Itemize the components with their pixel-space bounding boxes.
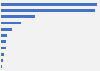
Bar [1, 22, 22, 24]
Bar [1, 3, 97, 6]
Bar [1, 9, 95, 12]
Bar [1, 15, 34, 18]
Bar [1, 47, 6, 49]
Bar [1, 28, 12, 31]
Bar [1, 40, 6, 43]
Bar [1, 59, 3, 62]
Bar [1, 53, 4, 56]
Bar [1, 34, 7, 37]
Bar [1, 65, 2, 68]
